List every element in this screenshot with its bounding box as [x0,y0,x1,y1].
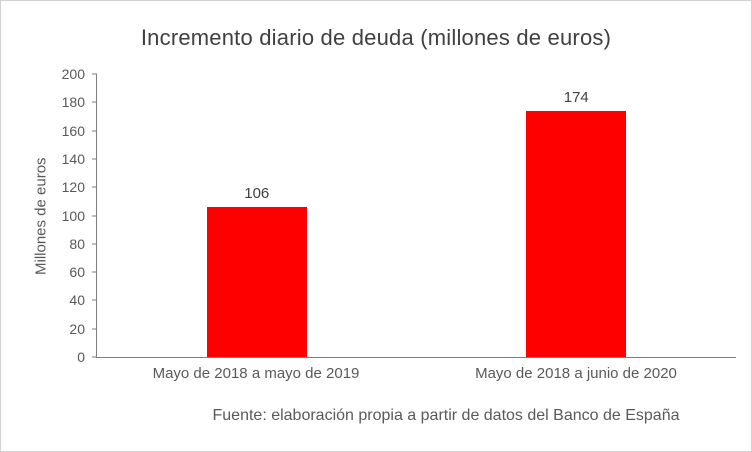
bar-value-label: 174 [563,88,589,106]
y-tick-label: 200 [61,66,85,82]
y-tick-mark [92,130,97,132]
y-tick-mark [92,271,97,273]
x-axis-category-label: Mayo de 2018 a junio de 2020 [475,365,677,382]
x-axis-category-label: Mayo de 2018 a mayo de 2019 [152,365,360,382]
y-tick-label: 180 [61,94,85,111]
y-tick-label: 100 [61,207,85,224]
y-tick-mark [92,299,97,301]
y-tick-mark [92,158,97,160]
bar [526,110,627,357]
y-tick-label: 0 [77,349,85,365]
bars-container: 106 174 [97,74,736,357]
y-tick-label: 140 [61,150,85,167]
y-tick-mark [92,186,97,188]
y-tick-label: 60 [69,264,85,281]
y-tick-label: 20 [69,320,85,337]
y-tick-label: 40 [69,292,85,309]
y-tick-mark [92,73,97,75]
source-note: Fuente: elaboración propia a partir de d… [212,407,680,424]
y-tick-label: 120 [61,179,85,196]
y-tick-mark [92,356,97,358]
bar-cell: 106 [97,74,417,357]
bar [206,207,307,357]
x-axis-labels: Mayo de 2018 a mayo de 2019 Mayo de 2018 … [96,365,736,382]
y-tick-mark [92,243,97,245]
y-tick-mark [92,101,97,103]
y-axis-title: Millones de euros [32,157,50,275]
bar-value-label: 106 [244,185,270,203]
y-tick-label: 160 [61,122,85,139]
bar-cell: 174 [417,74,737,357]
y-tick-mark [92,328,97,330]
y-tick-label: 80 [69,235,85,252]
y-tick-mark [92,215,97,216]
chart-title: Incremento diario de deuda (millones de … [140,25,612,50]
plot-area: 0 20 40 60 80 100 120 140 160 180 200 106 174 [62,66,736,365]
